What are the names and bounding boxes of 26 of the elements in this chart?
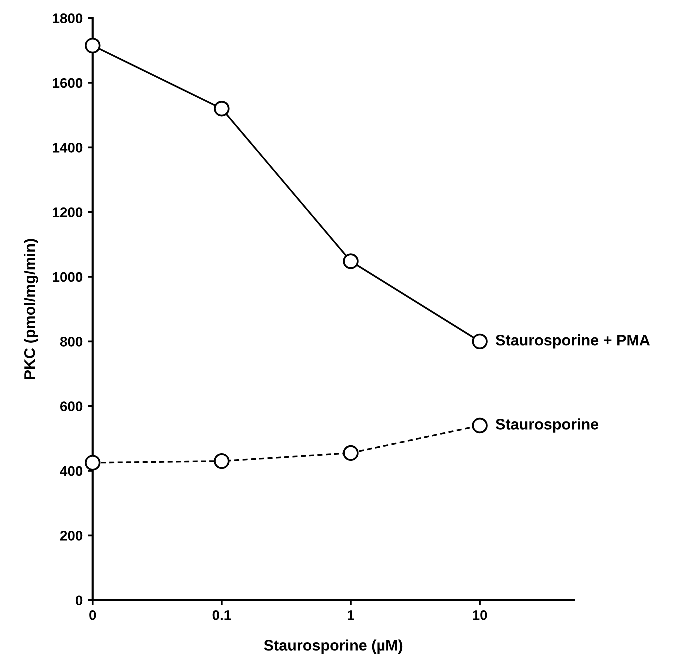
series-label: Staurosporine — [496, 418, 599, 433]
point — [472, 334, 488, 350]
series-label: Staurosporine + PMA — [496, 334, 650, 349]
y-tick-label: 1200 — [53, 208, 83, 218]
point — [343, 445, 359, 462]
x-tick-label: 1 — [348, 610, 354, 620]
y-tick-label: 1400 — [53, 142, 83, 153]
y-axis-title: PKC (pmol/mg/min) — [24, 239, 38, 380]
x-tick-label: 0.1 — [212, 610, 232, 620]
y-tick-label: 800 — [60, 337, 83, 347]
point — [85, 38, 101, 54]
point — [472, 418, 488, 434]
point — [214, 453, 230, 470]
y-tick-label: 0 — [76, 596, 83, 606]
x-axis-title: Staurosporine (µM) — [264, 640, 403, 654]
x-tick-label: 10 — [473, 610, 488, 620]
y-tick-label: 1000 — [53, 272, 83, 282]
point — [343, 254, 359, 270]
y-tick-label: 200 — [60, 531, 83, 541]
x-tick-label: 0 — [90, 610, 96, 620]
y-tick-label: 1800 — [53, 14, 83, 24]
y-tick-label: 1600 — [53, 78, 83, 88]
y-tick-label: 600 — [60, 402, 83, 412]
point — [214, 101, 230, 117]
y-tick-label: 400 — [60, 466, 83, 476]
point — [85, 455, 101, 471]
